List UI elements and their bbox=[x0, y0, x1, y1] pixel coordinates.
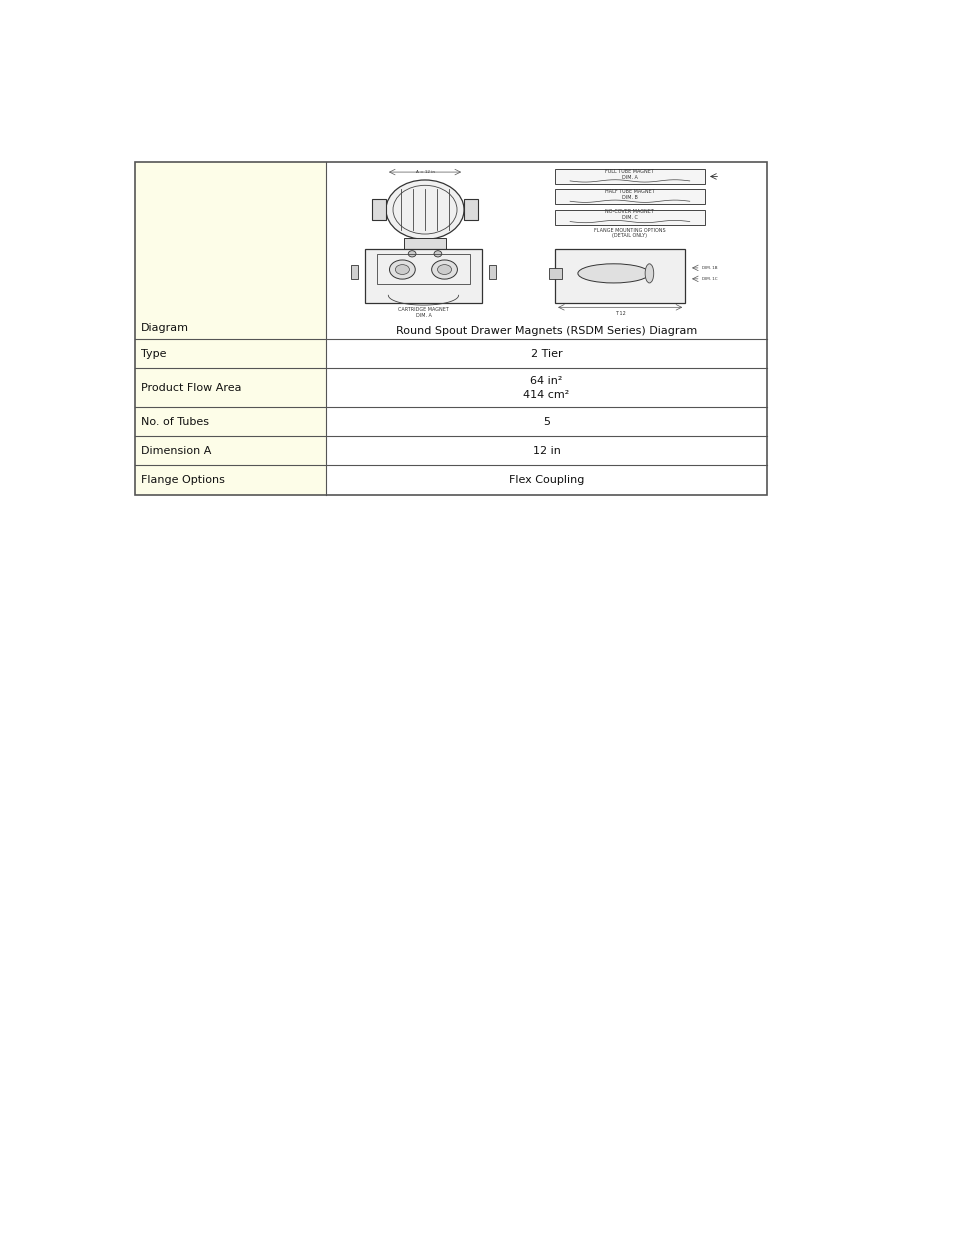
Text: 64 in²
414 cm²: 64 in² 414 cm² bbox=[523, 375, 569, 400]
Bar bbox=[134, 162, 766, 495]
Text: A = 12 in: A = 12 in bbox=[416, 169, 434, 174]
Bar bbox=[555, 248, 684, 304]
Ellipse shape bbox=[395, 264, 409, 274]
Bar bbox=[325, 368, 766, 406]
Ellipse shape bbox=[434, 251, 441, 257]
Bar bbox=[325, 406, 766, 436]
Text: CARTRIDGE MAGNET
DIM. A: CARTRIDGE MAGNET DIM. A bbox=[397, 308, 449, 319]
Bar bbox=[555, 169, 704, 184]
Bar bbox=[325, 436, 766, 466]
Bar bbox=[134, 162, 325, 340]
Text: T 12: T 12 bbox=[614, 311, 625, 316]
Text: HALF TUBE MAGNET
DIM. B: HALF TUBE MAGNET DIM. B bbox=[604, 189, 654, 200]
Ellipse shape bbox=[389, 261, 415, 279]
Ellipse shape bbox=[644, 264, 653, 283]
Bar bbox=[134, 466, 325, 495]
Text: Product Flow Area: Product Flow Area bbox=[141, 383, 241, 393]
Bar bbox=[489, 266, 496, 279]
Ellipse shape bbox=[437, 264, 451, 274]
Bar bbox=[325, 466, 766, 495]
Ellipse shape bbox=[386, 180, 463, 240]
Text: Round Spout Drawer Magnets (RSDM Series) Diagram: Round Spout Drawer Magnets (RSDM Series)… bbox=[395, 326, 697, 336]
Text: DIM. 1B: DIM. 1B bbox=[701, 266, 718, 270]
Bar bbox=[555, 210, 704, 225]
Bar bbox=[372, 199, 386, 220]
Bar bbox=[365, 248, 481, 304]
Bar bbox=[325, 162, 766, 340]
Bar bbox=[351, 266, 357, 279]
Text: 2 Tier: 2 Tier bbox=[530, 348, 561, 359]
Bar bbox=[403, 238, 446, 254]
Text: DIM. 1C: DIM. 1C bbox=[701, 277, 718, 280]
Bar bbox=[555, 189, 704, 204]
Bar bbox=[548, 268, 561, 279]
Text: No. of Tubes: No. of Tubes bbox=[141, 416, 209, 426]
Text: Diagram: Diagram bbox=[141, 322, 189, 332]
Ellipse shape bbox=[431, 261, 456, 279]
Text: Dimension A: Dimension A bbox=[141, 446, 212, 456]
Bar bbox=[134, 436, 325, 466]
Ellipse shape bbox=[578, 264, 649, 283]
Bar bbox=[463, 199, 477, 220]
Bar bbox=[134, 406, 325, 436]
Text: NO-COVER MAGNET
DIM. C: NO-COVER MAGNET DIM. C bbox=[605, 210, 654, 220]
Text: Flange Options: Flange Options bbox=[141, 475, 225, 485]
Bar bbox=[376, 254, 470, 284]
Text: FLANGE MOUNTING OPTIONS
(DETAIL ONLY): FLANGE MOUNTING OPTIONS (DETAIL ONLY) bbox=[594, 227, 665, 238]
Text: 12 in: 12 in bbox=[532, 446, 559, 456]
Bar bbox=[325, 340, 766, 368]
Text: 5: 5 bbox=[542, 416, 549, 426]
Text: FULL TUBE MAGNET
DIM. A: FULL TUBE MAGNET DIM. A bbox=[605, 169, 654, 179]
Text: Type: Type bbox=[141, 348, 166, 359]
Text: Flex Coupling: Flex Coupling bbox=[508, 475, 583, 485]
Ellipse shape bbox=[408, 251, 416, 257]
Bar bbox=[134, 368, 325, 406]
Bar bbox=[134, 340, 325, 368]
